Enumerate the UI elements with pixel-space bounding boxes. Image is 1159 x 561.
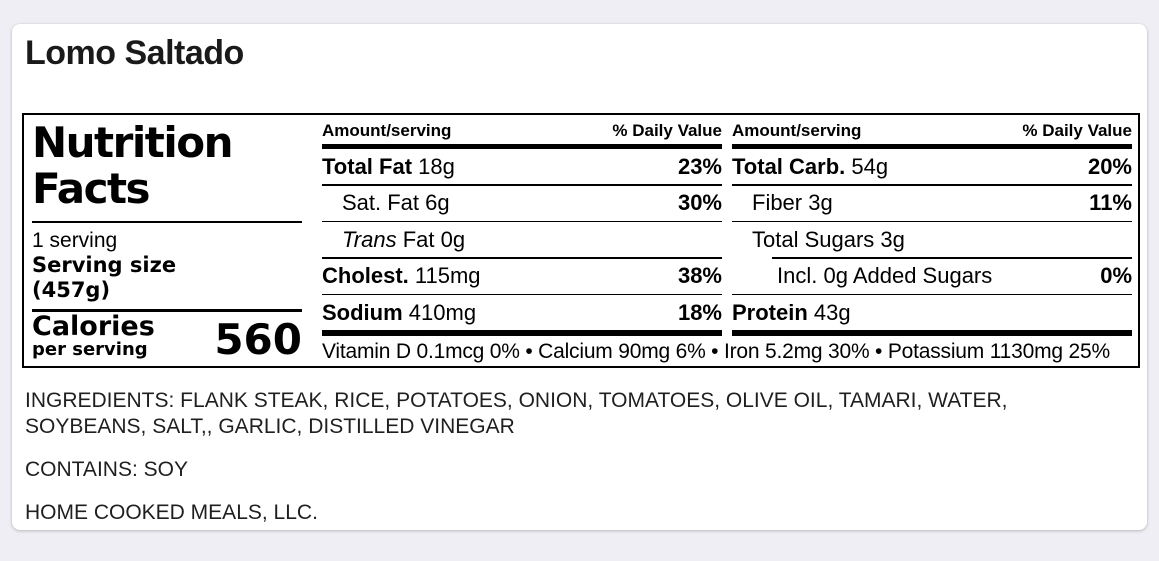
dish-title: Lomo Saltado <box>25 34 244 72</box>
row-divider <box>322 184 722 186</box>
nutrient-name: Fiber 3g <box>752 190 833 215</box>
header-amount: Amount/serving <box>322 121 452 140</box>
row-divider <box>322 257 722 259</box>
daily-value-percent: 23% <box>677 153 722 179</box>
daily-value-percent: 11% <box>1089 190 1132 215</box>
serving-size-label: Serving size <box>32 253 177 277</box>
nutrient-columns: Amount/serving % Daily Value Total Fat 1… <box>322 120 1132 336</box>
row-divider <box>732 293 1132 295</box>
daily-value-percent: 38% <box>677 263 722 288</box>
column-header: Amount/serving % Daily Value <box>732 120 1132 149</box>
nutrient-name: Cholest. 115mg <box>322 263 481 288</box>
divider-medium <box>32 309 302 312</box>
nutrient-row: Sodium 410mg 18% <box>322 295 722 330</box>
calories-sublabel: per serving <box>32 339 148 360</box>
calories-labels: Calories per serving <box>32 311 155 360</box>
heading-line-2: Facts <box>32 164 151 213</box>
nutrient-row: Protein 43g <box>732 295 1132 330</box>
nutrient-row: Cholest. 115mg 38% <box>322 259 722 294</box>
allergen-contains-text: CONTAINS: SOY <box>25 458 188 481</box>
nutrition-facts-box: Nutrition Facts 1 serving Serving size (… <box>22 113 1140 368</box>
nutrient-row: Total Carb. 54g 20% <box>732 149 1132 184</box>
nutrient-columns-area: Amount/serving % Daily Value Total Fat 1… <box>322 120 1132 363</box>
row-divider <box>732 220 1132 222</box>
manufacturer-text: HOME COOKED MEALS, LLC. <box>25 501 318 524</box>
serving-size-value: (457g) <box>32 278 111 302</box>
nutrient-column-left: Amount/serving % Daily Value Total Fat 1… <box>322 120 722 336</box>
row-divider <box>322 220 722 222</box>
row-divider <box>732 184 1132 186</box>
nutrient-name: Total Sugars 3g <box>752 226 905 252</box>
calories-value: 560 <box>214 315 302 364</box>
nutrition-facts-heading: Nutrition Facts <box>32 120 302 212</box>
daily-value-percent: 18% <box>677 299 722 325</box>
label-card: Lomo Saltado Nutrition Facts 1 serving S… <box>12 24 1147 530</box>
column-header: Amount/serving % Daily Value <box>322 120 722 149</box>
nutrient-column-right: Amount/serving % Daily Value Total Carb.… <box>732 120 1132 336</box>
nutrient-row: Trans Fat 0g <box>322 222 722 257</box>
calories-row: Calories per serving 560 <box>32 311 302 364</box>
servings-per-container: 1 serving <box>32 229 118 252</box>
nutrient-row: Fiber 3g 11% <box>732 186 1132 221</box>
nutrient-name: Sat. Fat 6g <box>342 190 450 215</box>
header-daily-value: % Daily Value <box>612 121 722 140</box>
header-amount: Amount/serving <box>732 121 862 140</box>
nutrient-row: Sat. Fat 6g 30% <box>322 186 722 221</box>
nutrient-row: Incl. 0g Added Sugars 0% <box>732 259 1132 294</box>
nutrient-name: Protein 43g <box>732 299 851 325</box>
nutrient-name: Sodium 410mg <box>322 299 477 325</box>
heading-line-1: Nutrition <box>32 118 233 167</box>
daily-value-percent: 20% <box>1087 153 1132 179</box>
nutrient-row: Total Sugars 3g <box>732 222 1132 257</box>
divider-thin <box>32 221 302 223</box>
nutrient-row: Total Fat 18g 23% <box>322 149 722 184</box>
calories-label: Calories <box>32 311 155 342</box>
micronutrients-line: Vitamin D 0.1mcg 0% • Calcium 90mg 6% • … <box>322 340 1110 363</box>
nutrient-rows-right: Total Carb. 54g 20% Fiber 3g 11% Total Sugar… <box>732 149 1132 330</box>
row-divider <box>772 257 1132 259</box>
header-daily-value: % Daily Value <box>1022 121 1132 140</box>
nutrient-name: Trans Fat 0g <box>342 226 466 252</box>
daily-value-percent: 30% <box>677 190 722 215</box>
nutrient-name: Total Fat 18g <box>322 153 455 179</box>
nutrient-rows-left: Total Fat 18g 23% Sat. Fat 6g 30% Trans Fat … <box>322 149 722 330</box>
facts-summary-block: Nutrition Facts 1 serving Serving size (… <box>32 120 302 364</box>
daily-value-percent: 0% <box>1100 263 1132 288</box>
nutrient-name: Total Carb. 54g <box>732 153 889 179</box>
ingredients-text: INGREDIENTS: FLANK STEAK, RICE, POTATOES… <box>25 389 1008 438</box>
nutrient-name: Incl. 0g Added Sugars <box>777 263 993 288</box>
row-divider <box>322 293 722 295</box>
